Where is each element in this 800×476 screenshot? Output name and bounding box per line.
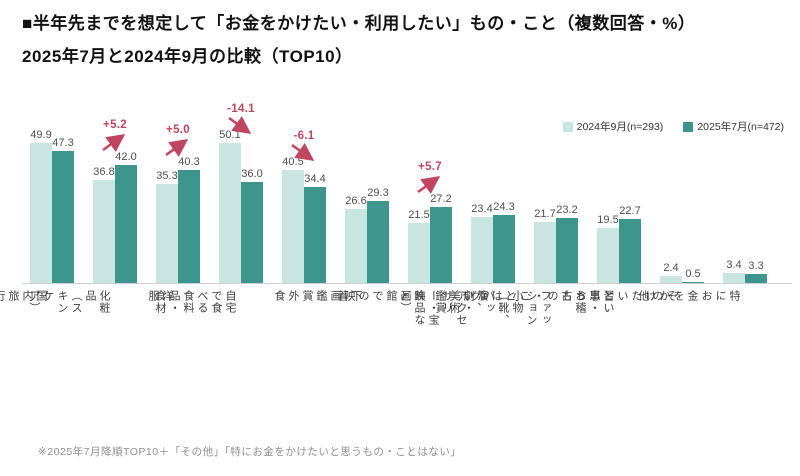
value-label: 35.3 — [156, 170, 178, 183]
category-label: 演劇・美術鑑賞 — [434, 290, 488, 314]
bar-2024-09 — [534, 222, 556, 283]
diff-annotation: +5.2 — [88, 119, 142, 153]
legend-swatch — [683, 121, 694, 132]
category-label: 化粧品（スキンケア） — [28, 290, 110, 314]
bar-2024-09 — [219, 142, 241, 283]
bar-2025-07 — [619, 219, 641, 283]
value-label: 23.4 — [471, 203, 493, 216]
bar-2025-07 — [367, 200, 389, 283]
plot-area: 49.947.3 国内旅行 36.842.0 化粧品（スキンケア） 35.340.3 洋服… — [0, 100, 792, 326]
value-label: 21.7 — [534, 208, 556, 221]
bar-2025-07 — [241, 182, 263, 283]
footnote: ※2025年7月降順TOP10＋「その他」「特にお金をかけたいと思うもの・ことは… — [38, 446, 462, 458]
trend-up-arrow-icon — [102, 134, 126, 153]
value-label: 19.5 — [597, 214, 619, 227]
value-label: 24.3 — [493, 200, 515, 213]
bar-2025-07 — [430, 206, 452, 283]
category-label: 国内旅行 — [0, 290, 47, 302]
value-label: 0.5 — [685, 267, 701, 280]
value-label: 3.4 — [726, 259, 742, 272]
diff-annotation: -6.1 — [277, 130, 331, 164]
value-label: 22.7 — [619, 205, 641, 218]
category-label: 外食 — [273, 290, 299, 302]
diff-value: +5.0 — [166, 124, 190, 137]
value-label: 49.9 — [30, 129, 52, 142]
value-label: 36.8 — [93, 165, 115, 178]
bar-2024-09 — [408, 222, 430, 283]
title-line-2: 2025年7月と2024年9月の比較（TOP10） — [22, 47, 353, 66]
trend-up-arrow-icon — [165, 139, 189, 158]
legend-item-2025-07: 2025年7月(n=472) — [683, 119, 784, 134]
diff-annotation: -14.1 — [214, 103, 268, 137]
legend-item-2024-09: 2024年9月(n=293) — [562, 119, 664, 134]
value-label: 26.6 — [345, 194, 367, 207]
diff-value: -14.1 — [227, 102, 255, 115]
page-title: ■半年先までを想定して「お金をかけたい・利用したい」もの・こと（複数回答・%） … — [22, 12, 695, 69]
diff-annotation: +5.7 — [403, 161, 457, 195]
trend-down-arrow-icon — [291, 142, 315, 161]
legend-swatch — [562, 121, 573, 132]
bar-2025-07 — [178, 170, 200, 283]
bar-2025-07 — [682, 281, 704, 283]
category-label: ファッション小物（靴、バッグ、 アクセサリー・宝飾品など） — [399, 290, 551, 326]
diff-value: +5.7 — [418, 160, 442, 173]
diff-value: +5.2 — [103, 119, 127, 132]
category-label: 映画館での映画鑑賞 — [301, 290, 425, 302]
category-label: 習い事・お稽古 — [560, 290, 614, 314]
category-label: 下着 — [336, 290, 362, 302]
legend-label: 2024年9月(n=293) — [576, 121, 664, 133]
bar-2025-07 — [115, 165, 137, 283]
category-label: 特にお金をかけたいと思うもの ・ことはない — [462, 290, 740, 302]
diff-annotation: +5.0 — [151, 124, 205, 158]
trend-down-arrow-icon — [228, 115, 252, 134]
category-label: その他 — [637, 290, 677, 302]
bar-2025-07 — [52, 150, 74, 283]
bar-2025-07 — [745, 273, 767, 283]
value-label: 3.3 — [748, 259, 764, 272]
legend-label: 2025年7月(n=472) — [697, 121, 784, 133]
value-label: 47.3 — [52, 136, 74, 149]
trend-up-arrow-icon — [417, 175, 441, 194]
value-label: 23.2 — [556, 204, 578, 217]
value-label: 34.4 — [304, 172, 326, 185]
bar-2024-09 — [471, 217, 493, 283]
legend: 2024年9月(n=293) 2025年7月(n=472) — [562, 119, 784, 134]
bar-2024-09 — [282, 169, 304, 283]
value-label: 27.2 — [430, 192, 452, 205]
bar-2024-09 — [156, 184, 178, 283]
bar-2024-09 — [597, 228, 619, 283]
value-label: 36.0 — [241, 168, 263, 181]
value-label: 21.5 — [408, 208, 430, 221]
bar-2024-09 — [30, 143, 52, 283]
value-label: 40.3 — [178, 156, 200, 169]
bar-2024-09 — [345, 208, 367, 283]
value-label: 2.4 — [663, 262, 679, 275]
category-label: 自宅で食べる食料品・食材 — [154, 290, 236, 314]
value-label: 42.0 — [115, 151, 137, 164]
category-label: 洋服 — [147, 290, 173, 302]
bar-2024-09 — [660, 276, 682, 283]
bar-2024-09 — [93, 179, 115, 283]
bar-2025-07 — [493, 214, 515, 283]
bar-2024-09 — [723, 273, 745, 283]
bar-2025-07 — [304, 186, 326, 283]
title-line-1: ■半年先までを想定して「お金をかけたい・利用したい」もの・こと（複数回答・%） — [22, 14, 696, 33]
bar-2025-07 — [556, 218, 578, 283]
diff-value: -6.1 — [293, 129, 315, 142]
value-label: 29.3 — [367, 186, 389, 199]
